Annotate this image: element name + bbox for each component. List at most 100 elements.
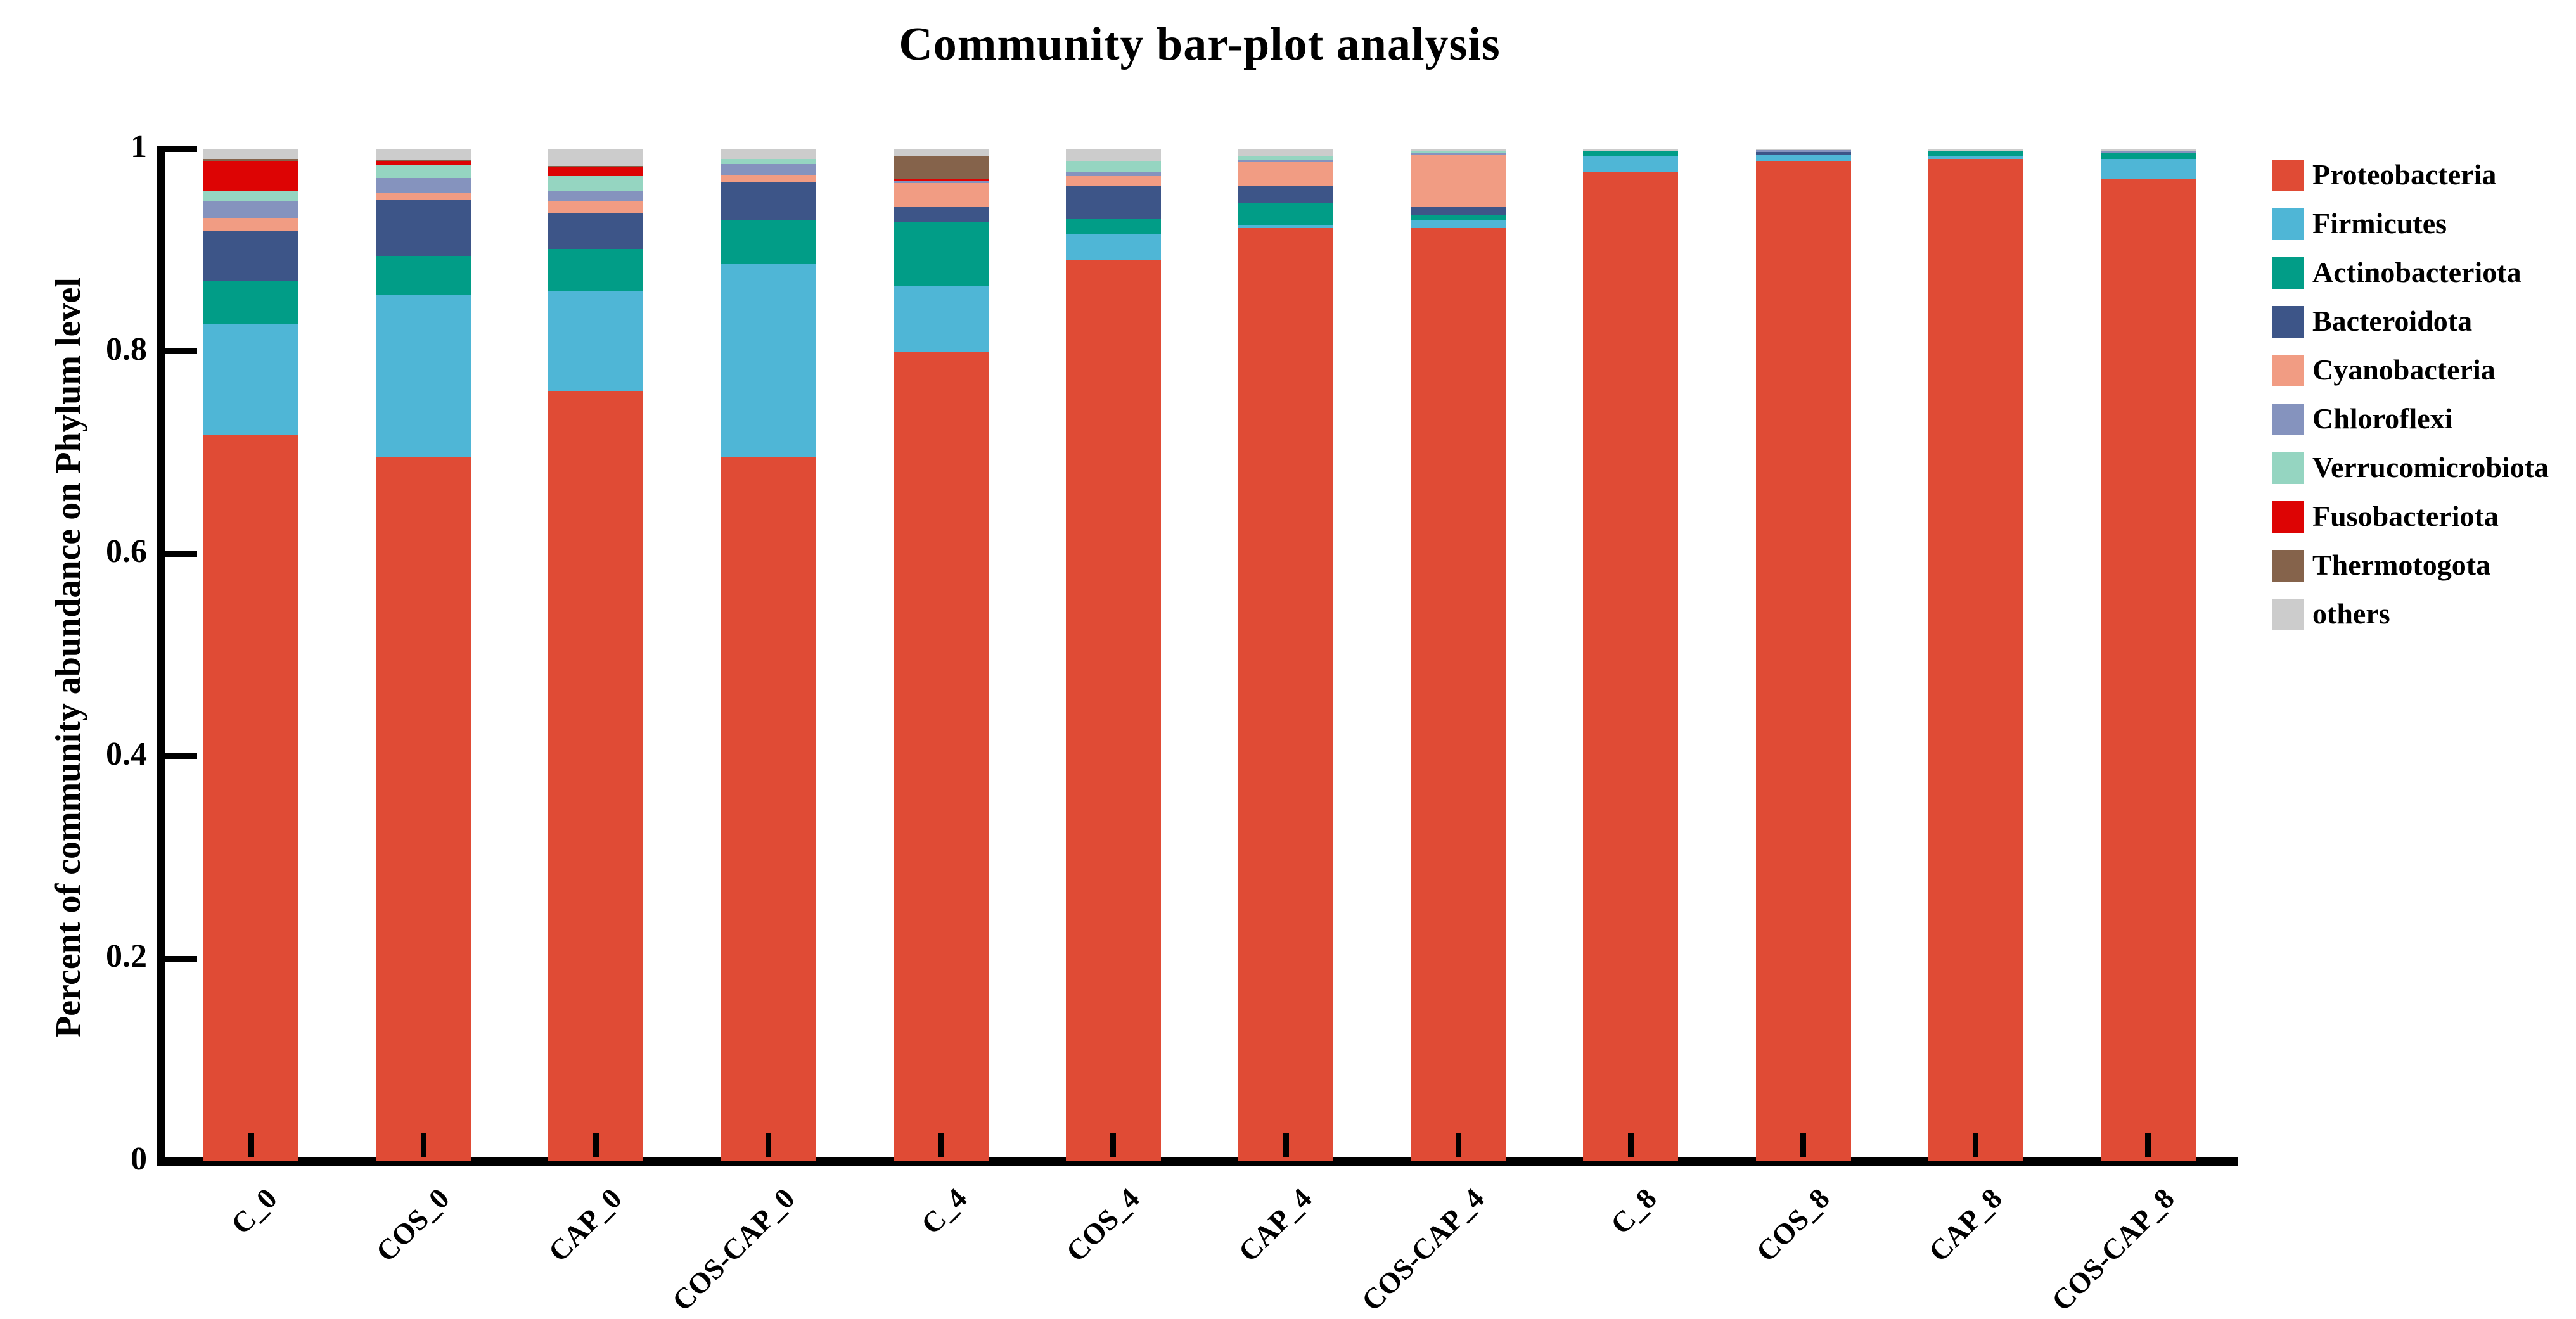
bar-segment-Cyanobacteria [376,193,471,200]
bar-segment-Bacteroidota [1065,186,1161,219]
bar-segment-others [1065,149,1161,162]
bar-segment-Bacteroidota [1755,151,1851,155]
bar-segment-Bacteroidota [548,212,644,250]
bar-segment-Proteobacteria [1411,227,1506,1161]
bar-segment-Bacteroidota [1238,185,1334,204]
y-tick-mark [165,551,197,557]
bar-segment-Proteobacteria [1238,227,1334,1161]
bar-segment-Firmicutes [2100,159,2196,179]
legend-swatch-Actinobacteriota [2272,257,2304,289]
bar-segment-Fusobacteriota [376,161,471,165]
legend-swatch-Cyanobacteria [2272,355,2304,386]
legend-swatch-Bacteroidota [2272,306,2304,338]
bar-segment-Firmicutes [1411,220,1506,228]
legend-label: Actinobacteriota [2312,256,2522,288]
y-axis-spine [157,146,165,1166]
bar-segment-Proteobacteria [203,435,299,1161]
bar-segment-Actinobacteriota [893,222,989,287]
y-tick-label: 0 [131,1141,147,1177]
bar-segment-Actinobacteriota [203,280,299,324]
bar-segment-Actinobacteriota [1928,151,2023,156]
bar-segment-Proteobacteria [1065,260,1161,1161]
bar-segment-Bacteroidota [1411,207,1506,216]
legend-swatch-Fusobacteriota [2272,501,2304,533]
legend-label: Verrucomicrobiota [2312,451,2549,483]
legend-swatch-Verrucomicrobiota [2272,452,2304,484]
stacked-bar-C_4 [893,149,989,1161]
bar-segment-Actinobacteriota [721,219,816,265]
bar-segment-Verrucomicrobiota [203,190,299,202]
bar-segment-Proteobacteria [548,390,644,1161]
bar-segment-Actinobacteriota [1583,151,1679,156]
bar-segment-Chloroflexi [2100,151,2196,153]
stacked-bar-CAP_8 [1928,149,2023,1161]
bar-segment-Cyanobacteria [1065,176,1161,187]
bar-segment-Firmicutes [1583,156,1679,172]
x-tick-mark [1627,1133,1634,1157]
bar-segment-Actinobacteriota [1238,203,1334,225]
legend-label: Chloroflexi [2312,402,2453,435]
legend-label: others [2312,597,2390,630]
bar-segment-Thermotogota [548,166,644,167]
bar-segment-Chloroflexi [203,201,299,218]
bar-segment-Cyanobacteria [893,183,989,207]
bar-segment-Fusobacteriota [893,179,989,181]
x-tick-mark [1455,1133,1461,1157]
bar-segment-Actinobacteriota [1065,219,1161,234]
x-tick-mark [2145,1133,2151,1157]
legend-swatch-Firmicutes [2272,208,2304,240]
bar-segment-Verrucomicrobiota [1238,156,1334,160]
y-tick-mark [165,955,197,962]
stacked-bar-CAP_0 [548,149,644,1161]
x-tick-label-C_0: C_0 [224,1182,283,1240]
y-tick-label: 0.2 [106,938,147,975]
bar-segment-Fusobacteriota [203,161,299,191]
bar-segment-others [203,149,299,159]
bar-segment-others [1238,149,1334,156]
bar-segment-Firmicutes [548,291,644,391]
bar-segment-Chloroflexi [1755,150,1851,152]
y-tick-mark [165,146,197,152]
legend-swatch-Thermotogota [2272,550,2304,582]
bar-segment-others [376,149,471,160]
bar-segment-Chloroflexi [1065,172,1161,177]
stacked-bar-C_0 [203,149,299,1161]
bar-segment-Cyanobacteria [1238,162,1334,186]
x-tick-mark [1110,1133,1117,1157]
stacked-bar-COS_4 [1065,149,1161,1161]
bar-segment-others [1583,149,1679,151]
bar-segment-Firmicutes [1065,234,1161,260]
bar-segment-Verrucomicrobiota [1411,151,1506,153]
bar-segment-Bacteroidota [721,182,816,220]
bar-segment-Verrucomicrobiota [548,176,644,191]
legend-label: Firmicutes [2312,207,2447,239]
stacked-bar-C_8 [1583,149,1679,1161]
bar-segment-others [721,149,816,159]
bar-segment-others [1411,149,1506,151]
y-tick-label: 0.6 [106,533,147,570]
bar-segment-Thermotogota [203,159,299,162]
bar-segment-Bacteroidota [376,199,471,257]
bar-segment-Firmicutes [376,295,471,458]
x-tick-mark [1800,1133,1807,1157]
bar-segment-Proteobacteria [2100,179,2196,1161]
bar-segment-others [1755,149,1851,150]
y-tick-mark [165,348,197,355]
bar-segment-Proteobacteria [1583,172,1679,1161]
legend-label: Bacteroidota [2312,305,2473,337]
bar-segment-Thermotogota [376,160,471,162]
bar-segment-others [893,149,989,156]
legend-label: Fusobacteriota [2312,500,2499,532]
bar-segment-Verrucomicrobiota [721,159,816,164]
stacked-bar-COS-CAP_0 [721,149,816,1161]
bar-segment-Verrucomicrobiota [376,165,471,179]
x-tick-mark [593,1133,599,1157]
legend-swatch-Chloroflexi [2272,404,2304,435]
x-tick-mark [938,1133,944,1157]
bar-segment-Verrucomicrobiota [893,180,989,182]
bar-segment-Cyanobacteria [548,201,644,213]
bar-segment-Cyanobacteria [721,175,816,182]
bar-segment-Bacteroidota [893,207,989,222]
chart-title: Community bar-plot analysis [899,18,1501,70]
x-tick-mark [420,1133,426,1157]
